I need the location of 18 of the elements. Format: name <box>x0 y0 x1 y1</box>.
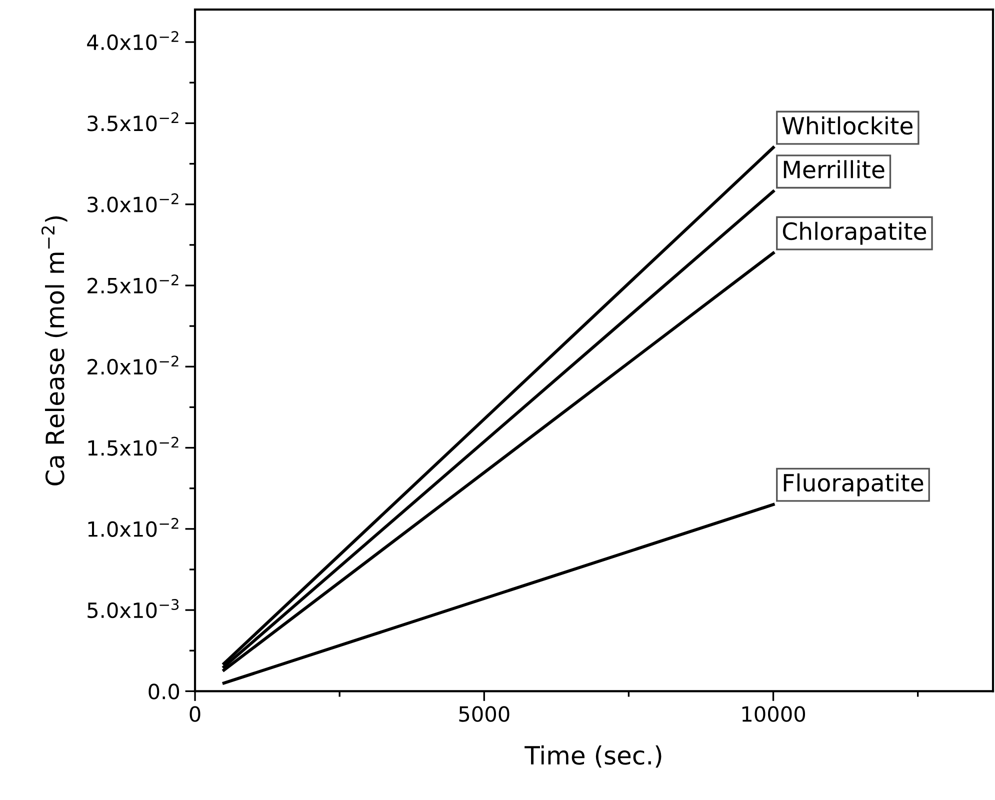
series-label: Merrillite <box>784 160 884 178</box>
series-label: Whitlockite <box>782 116 912 135</box>
y-tick-label: 1.5x10$^{−2}$ <box>88 436 178 456</box>
y-tick-label: 0.0 <box>148 684 180 700</box>
y-tick-label: 3.5x10$^{−2}$ <box>88 112 178 132</box>
series-label: Fluorapatite <box>784 473 924 496</box>
x-tick-label: 0 <box>190 706 200 722</box>
x-axis-title: Time (sec.) <box>524 745 662 768</box>
y-tick-label: 2.0x10$^{−2}$ <box>88 356 178 375</box>
y-tick-label: 5.0x10$^{−3}$ <box>88 599 179 618</box>
x-tick-label: 5000 <box>459 706 510 722</box>
y-tick-label: 1.0x10$^{−2}$ <box>88 518 178 537</box>
y-tick-label: 4.0x10$^{−2}$ <box>87 31 178 50</box>
y-tick-label: 3.0x10$^{−2}$ <box>88 193 178 212</box>
series-label: Chlorapatite <box>782 222 926 245</box>
x-tick-label: 10000 <box>742 706 806 722</box>
y-tick-label: 2.5x10$^{−2}$ <box>88 274 178 294</box>
y-axis-title: Ca Release (mol m$^{−2}$) <box>41 216 68 486</box>
